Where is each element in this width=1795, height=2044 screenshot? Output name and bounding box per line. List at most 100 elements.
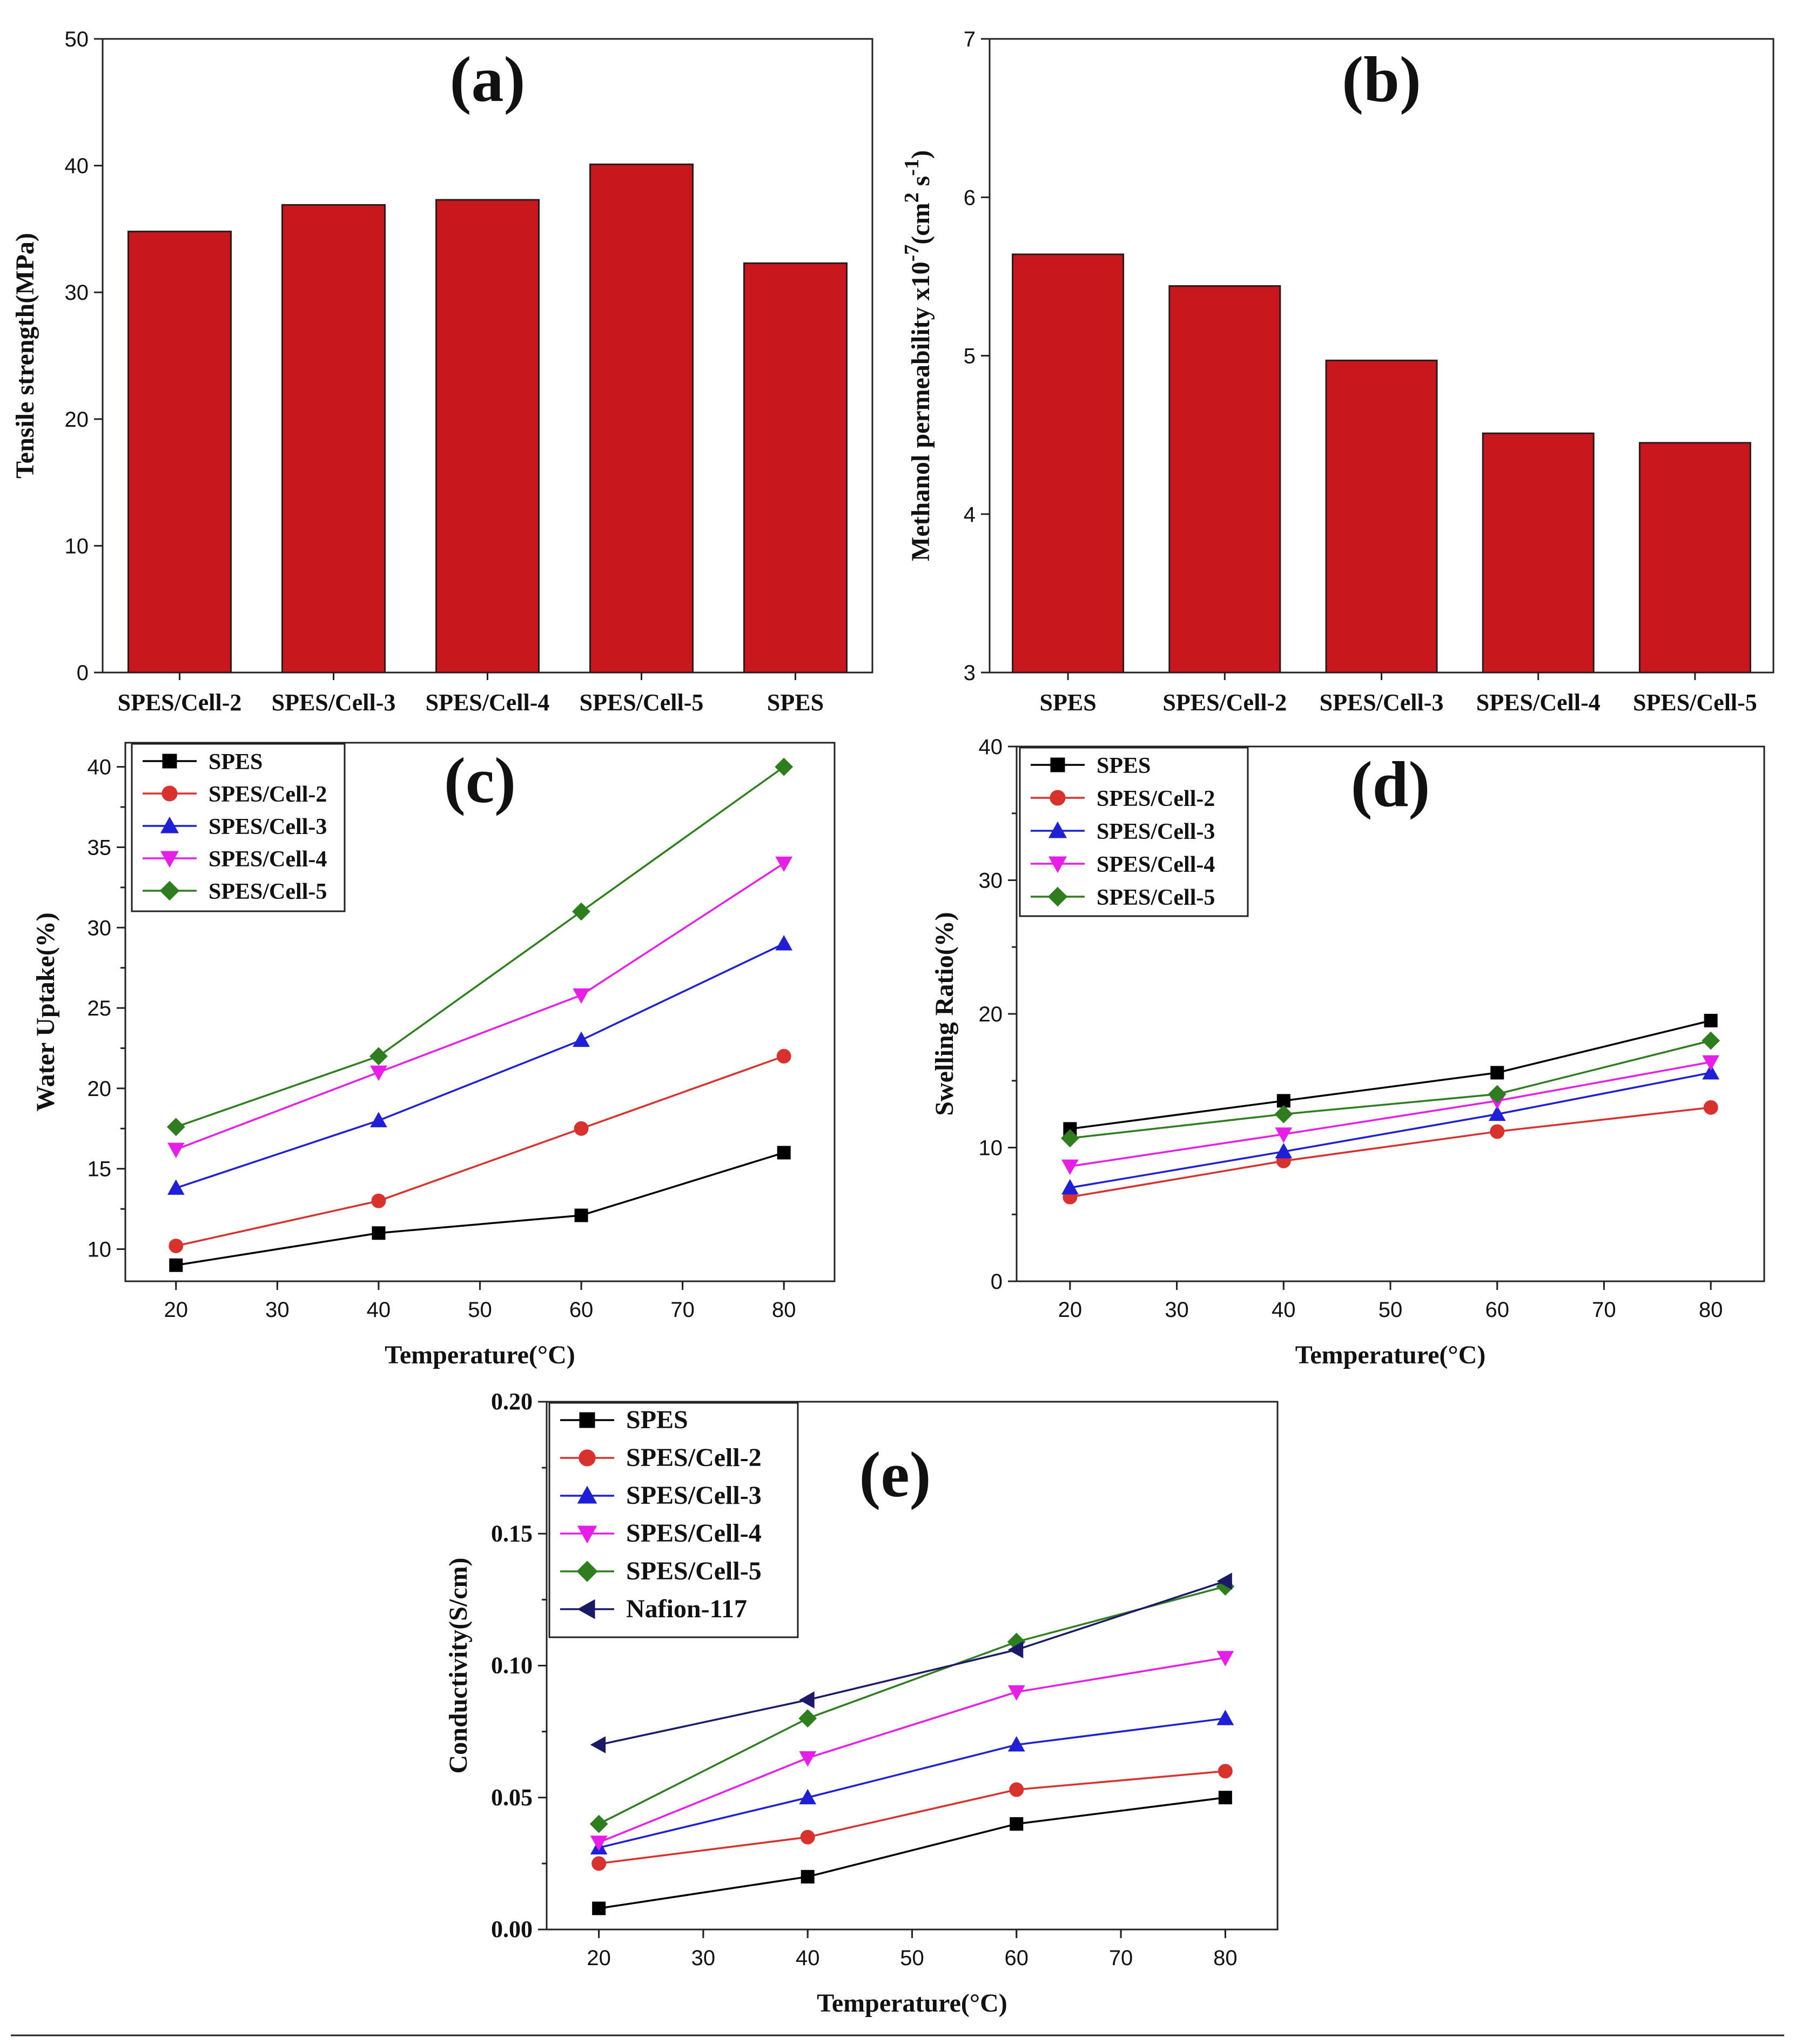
panel-c-ytick-label: 20 [88, 1077, 112, 1101]
panel-c-point-spes-cell-3-40 [370, 1112, 387, 1127]
panel-c-point-spes-80 [777, 1146, 791, 1160]
panel-e-legend-label: SPES/Cell-2 [626, 1443, 762, 1472]
panel-b-y-axis-title-ylabel-unit2-exp: -1 [900, 159, 923, 176]
panel-e-point-spes-cell-5-20 [589, 1814, 608, 1833]
panel-d-legend-label: SPES [1097, 754, 1151, 778]
panel-c-xtick-label: 60 [569, 1298, 594, 1322]
panel-c-legend: SPES SPES/Cell-2 SPES/Cell-3 SPES/Cell-4 SPE… [131, 743, 346, 912]
panel-b-category-label: SPES/Cell-5 [1633, 689, 1757, 716]
panel-b: 3 4 5 6 7 SPES SPES/Cell-2 SPES/Cell-3 SPES/Cell… [900, 28, 1774, 716]
panel-a-bar-spes-cell-2 [127, 231, 232, 674]
panel-c-legend-marker-spes-cell-4 [160, 851, 179, 868]
panel-c-label: (c) [444, 744, 516, 816]
panel-e-label: (e) [859, 1438, 931, 1510]
panel-b-bar-spes-cell-5 [1638, 442, 1751, 674]
panel-c-series-spes-cell-3 [167, 934, 793, 1195]
panel-a-bar-spes-cell-4 [435, 199, 540, 674]
panel-e-point-spes-80 [1218, 1791, 1232, 1805]
panel-c-xtick-label: 30 [265, 1298, 290, 1322]
panel-e-xtick-label: 40 [796, 1946, 820, 1970]
panel-b-bar-spes-cell-3 [1325, 359, 1438, 674]
panel-e-point-spes-40 [801, 1870, 815, 1884]
panel-e-point-spes-cell-4-20 [590, 1835, 608, 1851]
panel-d-xtick-label: 50 [1379, 1298, 1403, 1322]
panel-e-point-spes-cell-3-80 [1216, 1710, 1234, 1725]
panel-d-point-spes-cell-3-60 [1488, 1105, 1506, 1121]
panel-c-y-axis-title: Water Uptake(%) [31, 912, 60, 1111]
panel-d-legend-marker-spes-cell-5 [1047, 886, 1068, 907]
panel-d-line-spes-cell-3 [1070, 1072, 1711, 1189]
panel-e-point-spes-cell-2-20 [591, 1856, 607, 1871]
panel-e-y-axis-title: Conductivity(S/cm) [444, 1558, 473, 1774]
panel-a-category-label: SPES/Cell-5 [580, 689, 704, 716]
panel-d-label: (d) [1351, 748, 1430, 820]
panel-b-ytick-label: 5 [964, 345, 976, 368]
panel-b-category-label: SPES [1040, 689, 1097, 716]
panel-a-y-axis-title: Tensile strength(MPa) [11, 233, 39, 479]
panel-d-point-spes-cell-5-60 [1488, 1085, 1507, 1104]
panel-e-x-axis-title: Temperature(°C) [817, 1989, 1007, 2018]
panel-a-bar-spes-cell-5 [589, 163, 694, 674]
panel-b-y-axis-title-ylabel-unit-exp: 2 [900, 192, 923, 203]
panel-d-legend-label: SPES/Cell-5 [1097, 885, 1215, 910]
panel-c-point-spes-cell-4-60 [573, 988, 590, 1004]
panel-e-series-spes-cell-3 [590, 1710, 1234, 1855]
panel-d-legend-marker-spes [1050, 757, 1065, 772]
panel-d-xtick-label: 30 [1165, 1298, 1189, 1322]
panel-d-line-spes [1070, 1019, 1711, 1130]
panel-d-ytick-label: 20 [979, 1003, 1003, 1026]
panel-b-ytick-label: 6 [964, 186, 976, 210]
panel-b-y-axis-title-ylabel-exp: -7 [900, 245, 923, 262]
panel-e-legend-marker-spes [579, 1412, 595, 1428]
panel-c-line-spes-cell-4 [176, 862, 785, 1151]
panel-c-legend-label: SPES/Cell-3 [209, 815, 327, 839]
panel-c-series-spes-cell-4 [167, 856, 793, 1158]
panel-c-legend-marker-spes-cell-5 [159, 880, 180, 901]
panel-e-point-spes-cell-2-40 [800, 1830, 815, 1845]
panel-b-label: (b) [1342, 43, 1421, 115]
panel-b-y-axis-title: Methanol permeability x10-7(cm2 s-1) [900, 150, 935, 561]
panel-e-point-spes-60 [1010, 1817, 1024, 1831]
panel-e-point-nafion-117-60 [1007, 1641, 1024, 1659]
panel-e-series-spes-cell-2 [591, 1764, 1233, 1871]
panel-a-ytick-label: 10 [65, 534, 89, 558]
panel-d-point-spes-cell-3-80 [1702, 1064, 1719, 1080]
panel-d-ytick-label: 0 [991, 1270, 1003, 1294]
panel-e-series-nafion-117 [590, 1572, 1232, 1753]
panel-a-category-label: SPES [767, 689, 824, 716]
panel-e-legend-label: Nafion-117 [626, 1595, 747, 1623]
panel-e-legend-box [548, 1402, 799, 1638]
panel-c-line-spes [176, 1152, 784, 1266]
panel-e-point-spes-cell-4-80 [1216, 1651, 1234, 1666]
panel-e-xtick-label: 20 [587, 1946, 611, 1970]
panel-b-category-label: SPES/Cell-3 [1320, 689, 1444, 716]
panel-b-y-axis-title-ylabel-unit: (cm [906, 203, 935, 244]
panel-b-y-axis-title-ylabel: Methanol permeability x10 [906, 261, 935, 561]
panel-e-point-spes-cell-3-40 [799, 1788, 817, 1805]
panel-e-line-spes-cell-5 [598, 1585, 1226, 1825]
panel-e-point-nafion-117-80 [1216, 1572, 1232, 1590]
panel-e-xtick-label: 60 [1005, 1946, 1029, 1970]
panel-d-xtick-label: 60 [1485, 1298, 1509, 1322]
panel-e-legend-marker-nafion-117 [577, 1599, 595, 1619]
panel-d-xtick-label: 40 [1272, 1298, 1296, 1322]
panel-d-legend-marker-spes-cell-2 [1050, 790, 1066, 806]
panel-c-point-spes-cell-2-80 [776, 1048, 791, 1064]
panel-c-point-spes-cell-3-80 [775, 934, 793, 951]
panel-c-xtick-label: 80 [772, 1298, 796, 1322]
panel-a-ytick-label: 20 [65, 408, 89, 432]
panel-a-ytick-label: 0 [77, 661, 89, 685]
panel-d-point-spes-cell-4-20 [1061, 1159, 1079, 1175]
panel-c-point-spes-cell-3-60 [573, 1031, 590, 1047]
panel-a-ytick-label: 30 [65, 281, 89, 305]
panel-d-line-spes-cell-2 [1070, 1106, 1711, 1198]
panel-a-category-label: SPES/Cell-2 [118, 689, 242, 716]
panel-e-point-spes-cell-2-80 [1218, 1764, 1233, 1779]
panel-c-ytick-label: 15 [88, 1158, 112, 1181]
panel-b-bar-spes-cell-4 [1482, 432, 1595, 674]
panel-d-ytick-label: 10 [979, 1137, 1003, 1160]
panel-d-line-spes-cell-4 [1070, 1061, 1711, 1167]
panel-e-legend-marker-spes-cell-3 [577, 1485, 597, 1504]
panel-d-legend-label: SPES/Cell-4 [1097, 852, 1215, 877]
panel-c-ytick-label: 25 [88, 997, 112, 1020]
